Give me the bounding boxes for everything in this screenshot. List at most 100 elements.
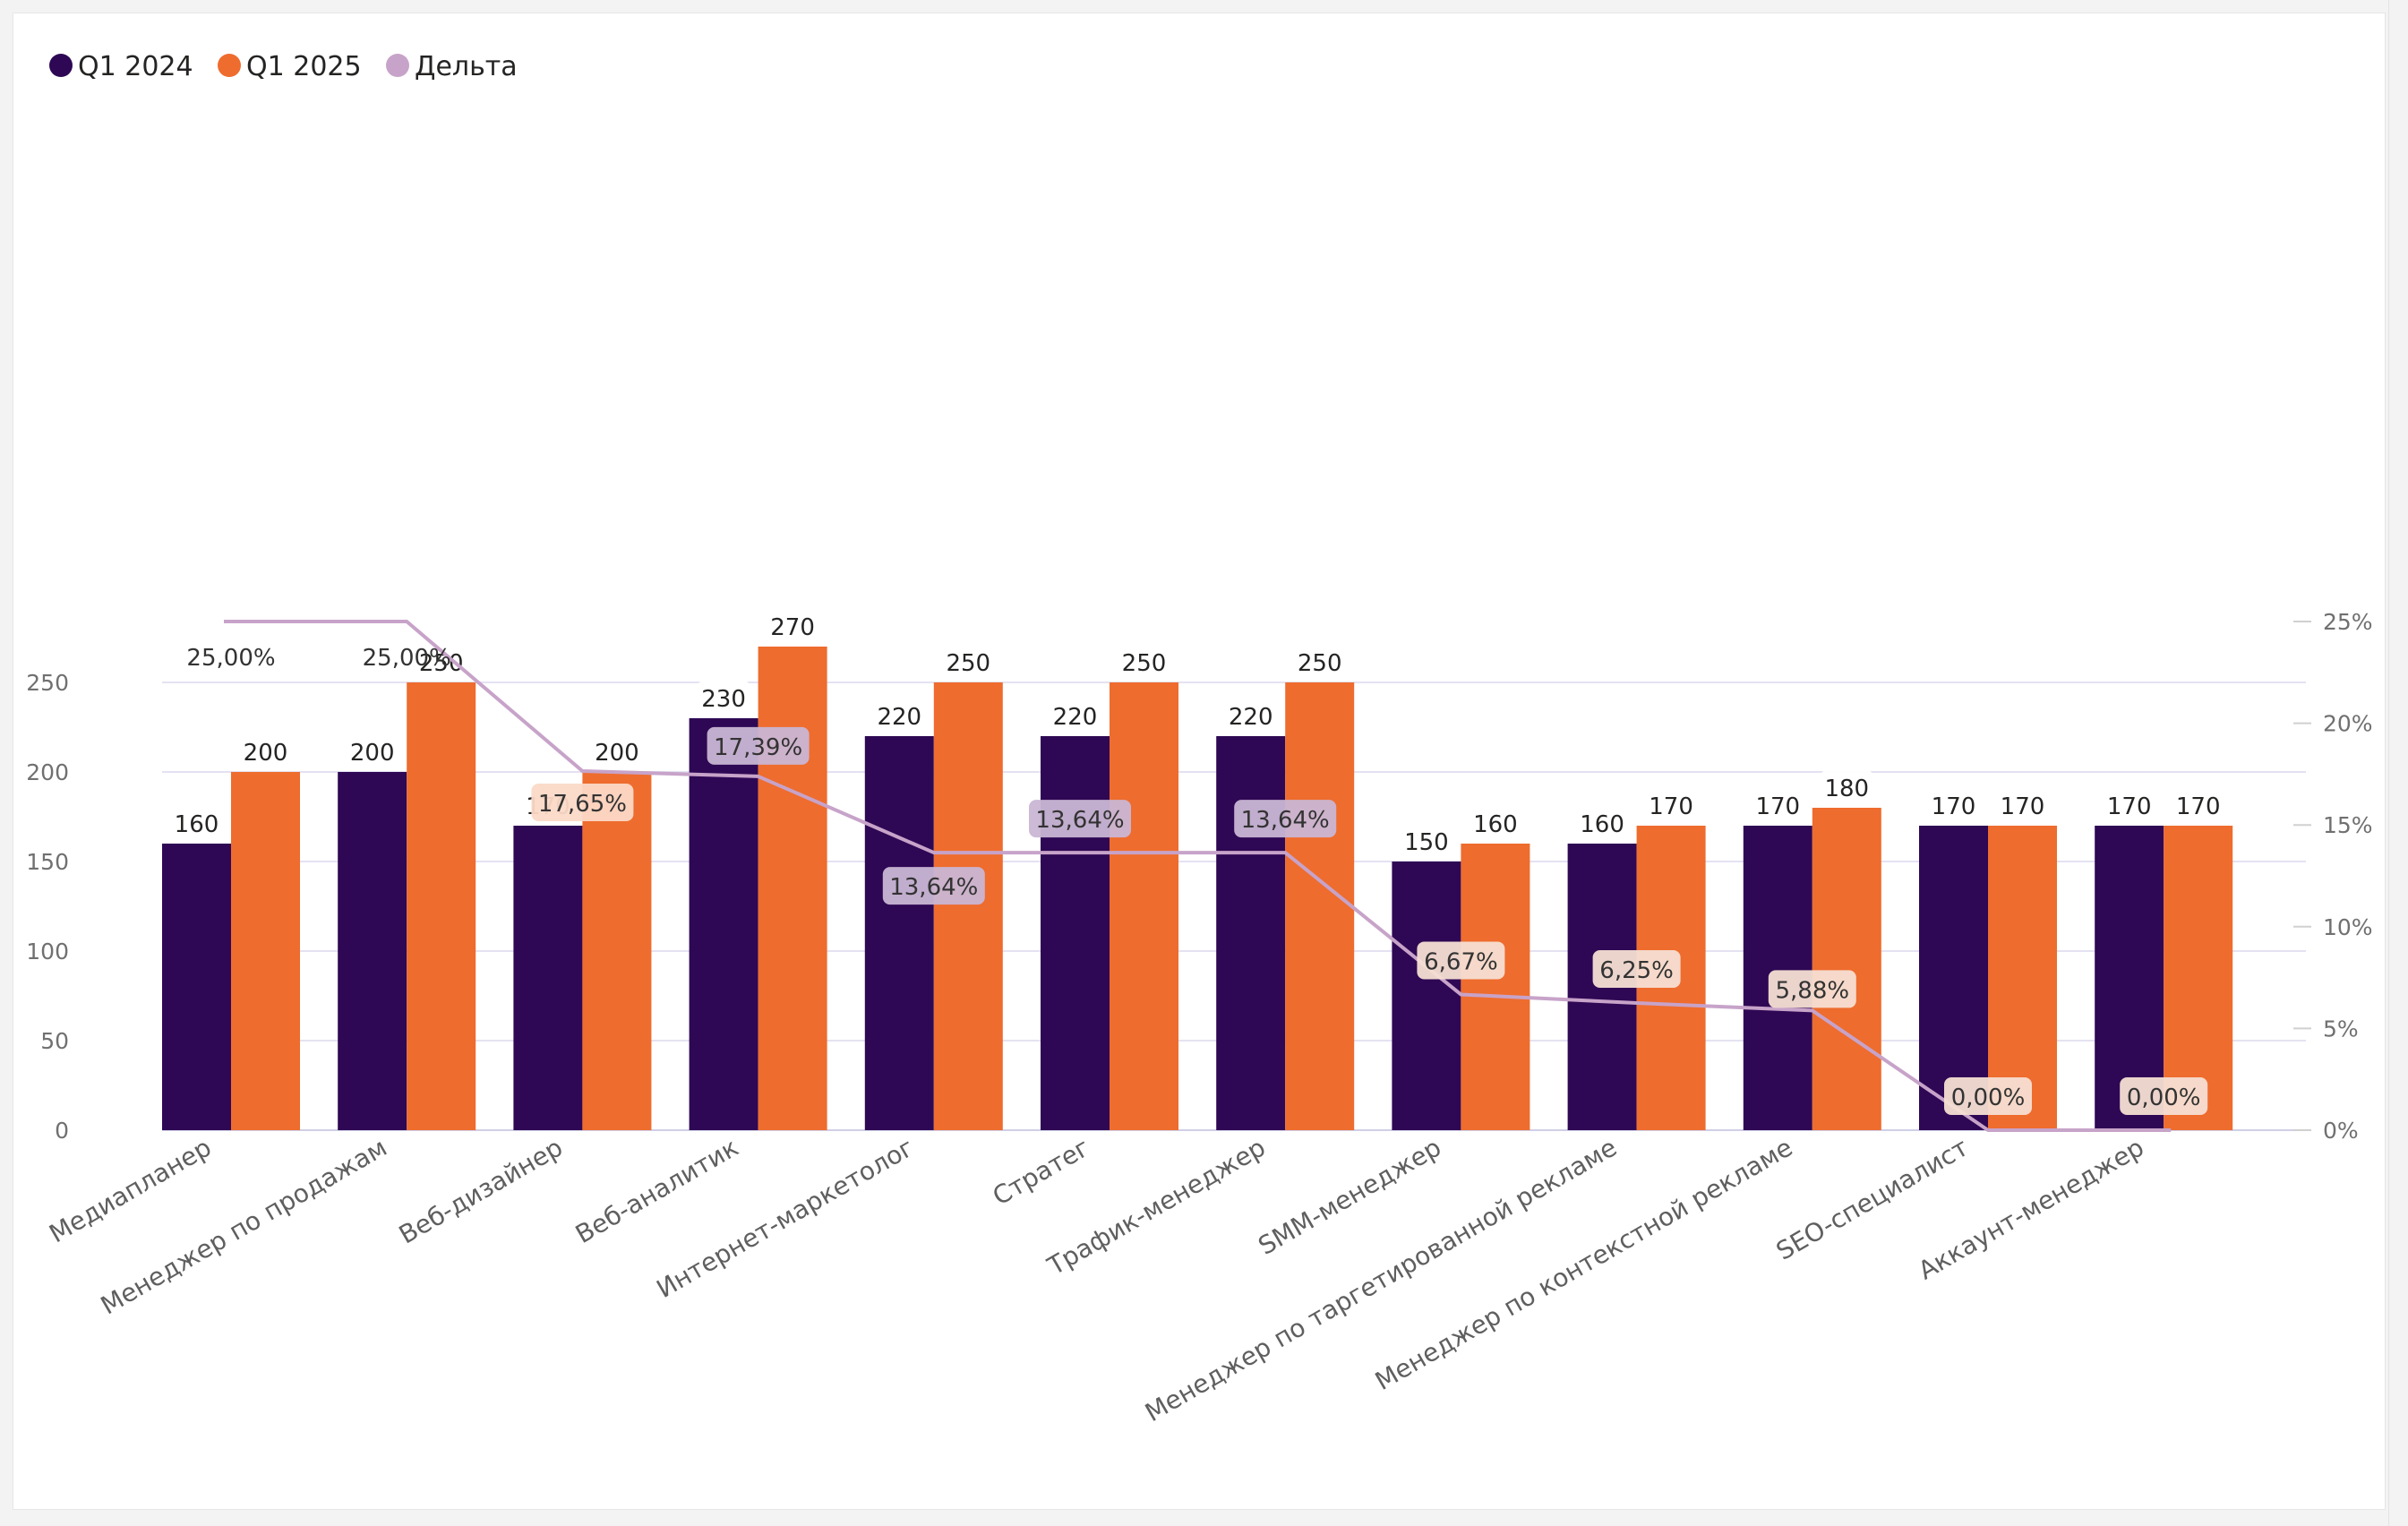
delta-label-bg [707,726,810,765]
data-label-bg [238,734,293,768]
data-label-bg [1926,788,1981,822]
data-label-bg [2102,788,2156,822]
data-label: 250 [1298,650,1342,677]
data-label: 270 [770,614,815,641]
bar-q1-2024[interactable] [1392,862,1461,1130]
data-label: 170 [2107,793,2152,820]
bar-q1-2024[interactable] [864,736,934,1130]
y-tick-label: 50 [40,1028,69,1054]
legend-item-label: Q1 2024 [78,51,193,82]
delta-label-bg [1029,800,1131,838]
data-label: 220 [1229,704,1273,731]
delta-label: 25,00% [363,645,451,672]
data-label-bg [941,645,996,679]
data-label: 160 [1473,811,1518,838]
category-label: Веб-дизайнер [394,1132,568,1249]
bar-q1-2024[interactable] [689,718,758,1130]
data-label-bg [1117,645,1171,679]
y2-tick-label: 10% [2323,914,2373,940]
data-label: 250 [1122,650,1167,677]
data-label: 200 [244,740,288,767]
data-label: 180 [1824,776,1869,802]
delta-label: 17,65% [538,791,627,818]
bar-q1-2024[interactable] [162,844,231,1130]
delta-label-bg [2120,1077,2208,1115]
delta-label-bg [1417,941,1505,980]
bar-q1-2025[interactable] [582,772,652,1130]
category-label: Стратег [988,1132,1095,1211]
y-tick-label: 200 [26,759,69,785]
data-label-bg [1820,770,1874,804]
data-label-bg [169,806,224,840]
bar-q1-2025[interactable] [933,682,1003,1130]
data-label: 170 [2176,793,2221,820]
delta-label: 25,00% [186,645,275,672]
data-label-bg [872,699,927,733]
data-label: 170 [1932,793,1976,820]
bar-q1-2025[interactable] [1285,682,1355,1130]
legend-item-label: Дельта [415,51,518,82]
delta-label: 13,64% [1241,807,1330,834]
data-label: 160 [1580,811,1624,838]
delta-label: 6,67% [1424,948,1498,975]
combo-chart: 0 50 100 150 200 250 0% 5% 10% 15% 20% 25% 160 200 200… [26,51,2373,1427]
delta-label-bg [1944,1077,2032,1115]
delta-label-bg [882,867,985,905]
y-tick-label: 100 [26,939,69,964]
legend-marker [218,54,241,77]
data-label: 160 [175,811,219,838]
data-label: 200 [595,740,639,767]
bar-q1-2025[interactable] [758,647,827,1130]
data-label-bg [1995,788,2050,822]
y2-tick-label: 0% [2323,1118,2359,1144]
bar-q1-2024[interactable] [513,826,583,1130]
bar-q1-2024[interactable] [1216,736,1286,1130]
data-label: 170 [1649,793,1693,820]
data-label-bg [1644,788,1699,822]
delta-label: 0,00% [2127,1084,2201,1111]
delta-label: 0,00% [1951,1084,2026,1111]
bar-q1-2024[interactable] [1041,736,1110,1130]
bar-q1-2025[interactable] [1812,808,1881,1130]
data-label: 150 [1404,829,1449,856]
data-label-bg [1223,699,1278,733]
bar-q1-2025[interactable] [231,772,300,1130]
data-label-bg [1751,788,1805,822]
bar-q1-2025[interactable] [1461,844,1530,1130]
data-label-bg [1048,699,1102,733]
y2-tick-label: 5% [2323,1016,2359,1042]
scrollbar[interactable] [2388,0,2408,1526]
y2-tick-label: 15% [2323,812,2373,838]
delta-label: 17,39% [714,734,802,761]
data-label-bg [697,681,751,715]
data-label: 170 [2001,793,2045,820]
bar-q1-2024[interactable] [338,772,407,1130]
y2-tick-label: 20% [2323,711,2373,737]
data-label-bg [589,734,644,768]
legend-item-label: Q1 2025 [246,51,362,82]
delta-label: 6,25% [1599,957,1674,984]
delta-label: 5,88% [1775,977,1849,1004]
delta-label-bg [531,783,634,821]
data-label-bg [2171,788,2225,822]
data-label-bg [1292,645,1347,679]
data-label-bg [1575,806,1630,840]
legend-marker [49,54,73,77]
delta-label-bg [1592,950,1681,988]
y-tick-label: 0 [55,1118,69,1144]
data-label: 220 [877,704,921,731]
data-label: 220 [1053,704,1098,731]
data-label: 170 [1755,793,1800,820]
delta-label: 13,64% [889,874,978,901]
category-label: Менеджер по продажам [96,1132,392,1320]
delta-label-bg [1768,970,1856,1008]
category-label: Медиапланер [44,1132,216,1248]
bar-q1-2025[interactable] [407,682,476,1130]
y2-tick-label: 25% [2323,609,2373,635]
bar-q1-2025[interactable] [1110,682,1178,1130]
y-tick-label: 150 [26,849,69,875]
category-label: Веб-аналитик [570,1132,743,1249]
data-label-bg [1399,824,1453,858]
chart-visual: 0 50 100 150 200 250 0% 5% 10% 15% 20% 25% 160 200 200… [13,13,2386,1510]
